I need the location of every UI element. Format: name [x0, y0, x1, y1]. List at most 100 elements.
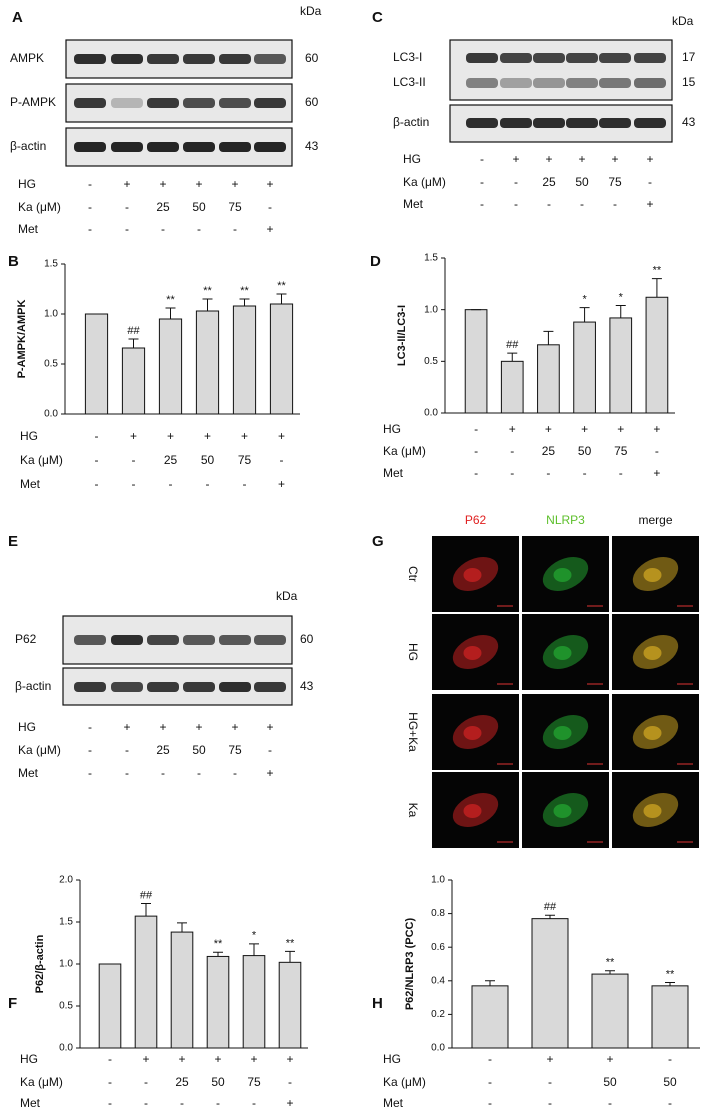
significance: ** — [606, 957, 615, 969]
treatment-name: Met — [403, 197, 424, 211]
bar — [609, 317, 633, 414]
treatment-sign: 50 — [578, 444, 592, 458]
treatment-sign: - — [95, 429, 99, 443]
treatment-sign: - — [233, 766, 237, 780]
treatment-name: HG — [18, 177, 36, 191]
bar — [195, 310, 220, 415]
bar — [278, 961, 302, 1049]
band — [599, 78, 631, 88]
treatment-sign: + — [266, 720, 273, 734]
bar — [121, 347, 146, 415]
significance: ** — [214, 938, 223, 950]
y-tick-label: 1.5 — [44, 259, 58, 270]
treatment-sign: + — [617, 422, 624, 436]
treatment-sign: + — [545, 422, 552, 436]
band — [111, 98, 143, 108]
treatment-sign: - — [480, 175, 484, 189]
treatment-sign: + — [286, 1052, 293, 1066]
error-bar — [545, 914, 555, 919]
band — [74, 54, 106, 64]
bar — [591, 973, 629, 1049]
treatment-sign: - — [95, 477, 99, 491]
treatment-sign: 50 — [211, 1075, 225, 1089]
y-axis-label: P62/β-actin — [34, 934, 46, 993]
significance: ** — [240, 285, 249, 297]
kda-unit: kDa — [276, 589, 298, 603]
treatment-sign: + — [545, 152, 552, 166]
treatment-name: Ka (μM) — [383, 444, 426, 458]
row-label: HG+Ka — [406, 712, 420, 752]
cell-nucleus — [463, 568, 482, 582]
treatment-sign: - — [548, 1075, 552, 1089]
treatment-sign: + — [581, 422, 588, 436]
panel-letter: H — [372, 995, 383, 1012]
kda-value: 60 — [305, 95, 319, 109]
treatment-sign: - — [547, 197, 551, 211]
error-bar — [249, 943, 259, 956]
bar — [170, 931, 194, 1049]
cell-nucleus — [643, 646, 662, 660]
treatment-sign: - — [161, 222, 165, 236]
band — [183, 635, 215, 645]
treatment-sign: 50 — [192, 200, 206, 214]
band — [147, 98, 179, 108]
bar — [232, 305, 257, 415]
blot-row-label: β-actin — [15, 679, 51, 693]
treatment-sign: + — [646, 152, 653, 166]
bar — [98, 963, 122, 1049]
treatment-sign: + — [159, 720, 166, 734]
treatment-sign: - — [580, 197, 584, 211]
treatment-sign: + — [512, 152, 519, 166]
panel-letter: B — [8, 253, 19, 270]
treatment-sign: 75 — [228, 743, 242, 757]
band — [183, 98, 215, 108]
treatment-sign: 25 — [542, 444, 556, 458]
band — [533, 53, 565, 63]
treatment-name: HG — [18, 720, 36, 734]
band — [219, 682, 251, 692]
bar — [500, 360, 524, 414]
treatment-sign: + — [241, 429, 248, 443]
y-axis-label: LC3-II/LC3-I — [396, 305, 408, 366]
y-tick-label: 2.0 — [59, 875, 73, 886]
bar — [537, 344, 560, 414]
bar — [84, 313, 109, 415]
treatment-sign: - — [613, 197, 617, 211]
blot-row-label: LC3-II — [393, 75, 426, 89]
row-label: HG — [406, 643, 420, 661]
error-bar — [239, 298, 250, 306]
band — [500, 53, 532, 63]
treatment-sign: + — [266, 766, 273, 780]
treatment-sign: - — [474, 444, 478, 458]
error-bar — [579, 307, 590, 323]
treatment-sign: - — [288, 1075, 292, 1089]
treatment-sign: - — [268, 743, 272, 757]
band — [254, 54, 286, 64]
treatment-sign: 75 — [614, 444, 628, 458]
treatment-sign: + — [611, 152, 618, 166]
y-tick-label: 0.0 — [59, 1043, 73, 1054]
treatment-sign: - — [88, 743, 92, 757]
treatment-sign: - — [161, 766, 165, 780]
treatment-sign: + — [646, 197, 653, 211]
bar — [158, 318, 183, 415]
bar — [242, 955, 266, 1049]
treatment-name: Met — [18, 766, 39, 780]
treatment-sign: - — [648, 175, 652, 189]
treatment-sign: - — [88, 200, 92, 214]
band — [634, 78, 666, 88]
band — [500, 118, 532, 128]
bar — [573, 321, 596, 414]
treatment-name: Met — [20, 477, 41, 491]
treatment-sign: + — [653, 422, 660, 436]
treatment-name: HG — [383, 1052, 401, 1066]
treatment-name: Ka (μM) — [20, 453, 63, 467]
treatment-name: Met — [18, 222, 39, 236]
treatment-sign: + — [278, 429, 285, 443]
cell-nucleus — [553, 568, 572, 582]
band — [74, 635, 106, 645]
treatment-sign: - — [243, 477, 247, 491]
treatment-name: HG — [403, 152, 421, 166]
treatment-name: HG — [20, 429, 38, 443]
